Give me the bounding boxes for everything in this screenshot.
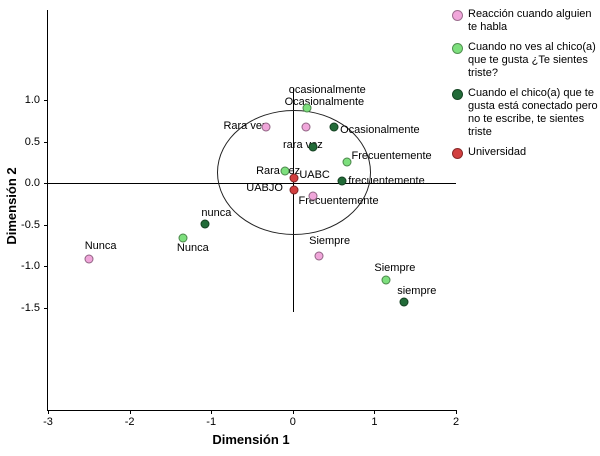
point-label: frecuentemente xyxy=(348,175,425,188)
legend-item: Universidad xyxy=(452,146,598,159)
data-point xyxy=(301,122,311,132)
point-label: Rara vez xyxy=(223,119,268,132)
data-point xyxy=(308,191,318,201)
y-tick xyxy=(44,307,48,309)
data-point xyxy=(178,233,188,243)
point-label: siempre xyxy=(397,284,437,297)
point-label: Frecuentemente xyxy=(351,150,432,163)
y-tick xyxy=(44,224,48,226)
y-tick xyxy=(44,266,48,267)
x-tick xyxy=(456,410,457,414)
x-tick xyxy=(129,410,131,414)
legend-item: Cuando no ves al chico(a) que te gusta ¿… xyxy=(452,41,598,80)
x-tick-label: 0 xyxy=(289,416,296,428)
y-axis-title: Dimensión 2 xyxy=(4,167,19,245)
x-tick-label: 1 xyxy=(371,416,378,428)
legend-label: Reacción cuando alguien te habla xyxy=(468,8,592,33)
y-tick-label: 1.0 xyxy=(24,94,40,106)
point-label: nunca xyxy=(201,206,232,219)
legend-marker-icon xyxy=(452,43,463,54)
data-point xyxy=(314,251,324,261)
x-tick xyxy=(211,410,213,414)
data-point xyxy=(84,254,94,264)
legend-label: Cuando no ves al chico(a) que te gusta ¿… xyxy=(468,41,596,79)
data-point xyxy=(381,275,391,285)
point-label: ocasionalmente xyxy=(288,84,366,97)
point-label: Nunca xyxy=(176,241,209,254)
cluster-ellipse xyxy=(216,109,371,235)
legend-item: Reacción cuando alguien te habla xyxy=(452,8,598,34)
point-label: Ocasionalmente xyxy=(340,123,420,136)
point-label: Rara vez xyxy=(256,165,301,178)
x-axis-title: Dimensión 1 xyxy=(212,432,290,447)
x-tick xyxy=(374,410,376,414)
point-label: UABC xyxy=(299,168,330,181)
x-tick-label: -3 xyxy=(43,416,53,428)
data-point xyxy=(302,103,312,113)
y-tick xyxy=(44,100,48,101)
legend-marker-icon xyxy=(452,10,463,21)
point-label: UABJO xyxy=(246,181,283,194)
data-point xyxy=(342,157,352,167)
y-tick-label: 0.5 xyxy=(24,135,40,148)
x-tick-label: -2 xyxy=(124,416,135,428)
data-point xyxy=(280,166,290,176)
point-label: Frecuentemente xyxy=(298,195,379,208)
data-point xyxy=(337,176,347,186)
y-tick-label: -1.0 xyxy=(21,260,40,272)
x-tick xyxy=(292,410,294,414)
y-tick-label: -0.5 xyxy=(21,218,40,231)
point-label: Ocasionalmente xyxy=(284,95,365,108)
x-tick-label: 2 xyxy=(452,416,460,428)
x-tick-label: -1 xyxy=(206,416,217,428)
data-point xyxy=(289,173,299,183)
point-label: Siempre xyxy=(374,262,416,275)
legend-label: Universidad xyxy=(468,146,527,158)
legend-item: Cuando el chico(a) que te gusta está con… xyxy=(452,87,598,139)
y-tick-label: -1.5 xyxy=(21,301,40,314)
data-point xyxy=(200,219,210,229)
point-label: Siempre xyxy=(309,235,351,248)
data-point xyxy=(261,122,271,132)
legend-marker-icon xyxy=(452,89,463,100)
data-point xyxy=(399,297,409,307)
legend-label: Cuando el chico(a) que te gusta está con… xyxy=(468,87,598,138)
y-tick xyxy=(44,141,48,143)
y-tick xyxy=(44,183,48,184)
data-point xyxy=(308,142,318,152)
data-point xyxy=(329,122,339,132)
x-tick xyxy=(48,410,49,414)
plot-area: -3 -2 -1 0 1 2 1.0 0.5 0.0 -0.5 -1.0 -1.5 Nunca Rara … xyxy=(21,10,459,428)
legend-marker-icon xyxy=(452,148,463,159)
y-tick-label: 0.0 xyxy=(24,177,40,189)
legend: Reacción cuando alguien te habla Cuando n… xyxy=(452,8,598,166)
data-point xyxy=(289,185,299,195)
point-label: Nunca xyxy=(84,240,117,253)
